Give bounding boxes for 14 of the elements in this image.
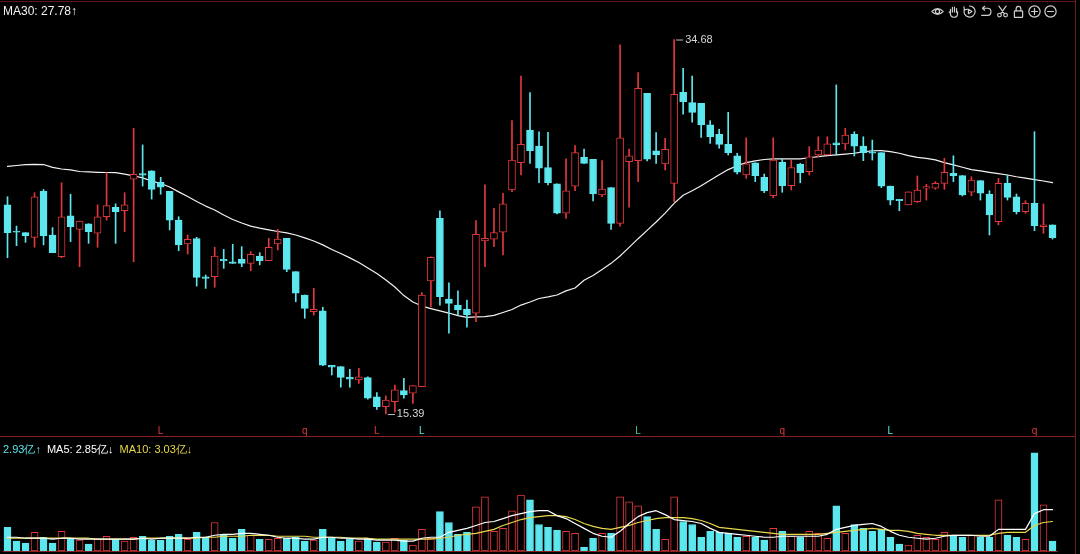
text: L [419,424,426,436]
text: L [374,424,381,436]
text: MA5: 2.85亿↓ [46,443,114,456]
text: q [1031,424,1038,436]
text: q [779,424,786,436]
text: MA30: 27.78↑ [3,4,78,18]
annotation: 15.39 [396,407,425,420]
annotation: 34.68 [685,32,713,45]
text: 2.93亿↑ [3,443,41,456]
text: L [157,424,164,436]
text: q [302,424,308,436]
text: MA10: 3.03亿↓ [119,443,193,456]
text: L [635,424,642,436]
text: L [887,424,894,436]
